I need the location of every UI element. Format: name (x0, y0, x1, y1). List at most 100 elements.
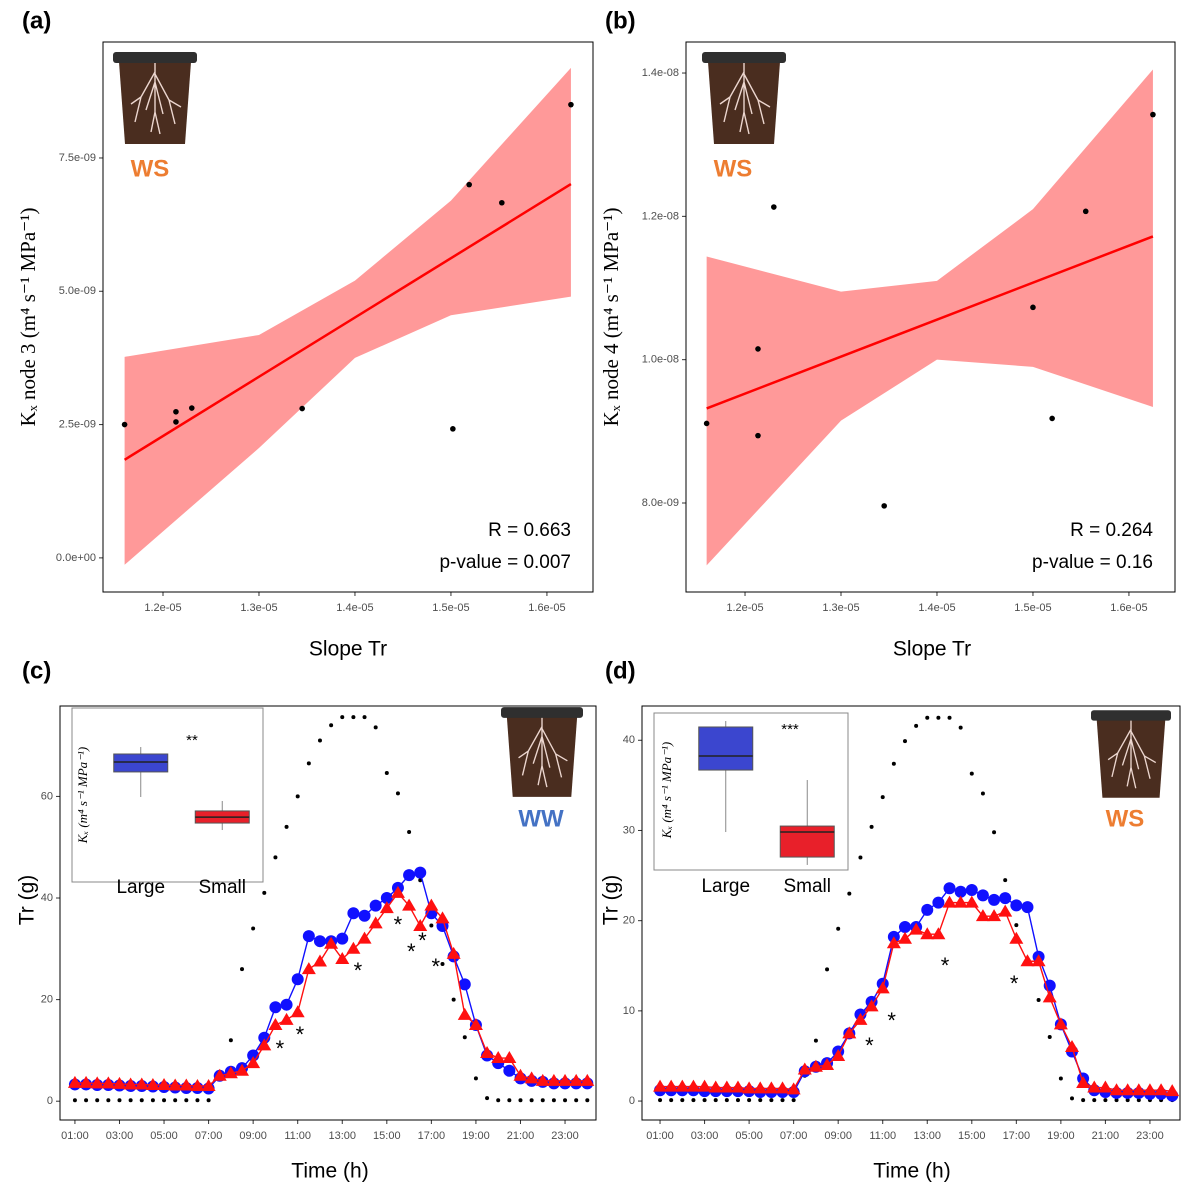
marker-dot (139, 1098, 144, 1103)
point (173, 419, 179, 425)
marker-triangle (697, 1079, 712, 1092)
marker-dot (173, 1098, 178, 1103)
marker-triangle (379, 901, 394, 914)
marker-dot (284, 824, 289, 829)
y-tick-label: 40 (41, 892, 53, 904)
x-tick-label: 11:00 (284, 1130, 311, 1142)
marker-dot (373, 725, 378, 730)
treatment-label: WS (131, 155, 170, 182)
marker-circle (954, 885, 967, 898)
marker-dot (813, 1038, 818, 1043)
marker-triangle (312, 954, 327, 967)
marker-triangle (290, 1005, 305, 1018)
marker-dot (1114, 1098, 1119, 1103)
y-tick-label: 1.2e-08 (642, 210, 679, 222)
inset-y-title: Kₓ (m⁴ s⁻¹ MPa⁻¹) (75, 747, 90, 845)
x-tick-label: 07:00 (780, 1130, 808, 1142)
marker-triangle (1142, 1083, 1157, 1096)
marker-triangle (301, 962, 316, 975)
marker-triangle (513, 1068, 528, 1081)
marker-triangle (157, 1077, 172, 1090)
significance-mark: * (407, 939, 416, 964)
y-tick-label: 60 (41, 790, 53, 802)
x-tick-label: 1.4e-05 (918, 602, 955, 614)
significance-mark: * (1010, 971, 1019, 996)
x-tick-label: 13:00 (913, 1130, 941, 1142)
inset-significance: ** (186, 732, 198, 749)
marker-dot (1125, 1098, 1130, 1103)
panel-label: (b) (605, 7, 636, 34)
marker-triangle (402, 898, 417, 911)
marker-triangle (569, 1073, 584, 1086)
stat-annotation: R = 0.264 (1070, 520, 1153, 541)
marker-triangle (134, 1077, 149, 1090)
confidence-band (706, 69, 1153, 566)
marker-triangle (975, 909, 990, 922)
y-tick-label: 0 (47, 1095, 53, 1107)
marker-dot (1069, 1096, 1074, 1101)
marker-circle (943, 882, 956, 895)
y-tick-label: 20 (41, 994, 53, 1006)
treatment-label: WW (518, 805, 564, 832)
marker-dot (747, 1098, 752, 1103)
marker-triangle (653, 1079, 668, 1092)
marker-dot (702, 1098, 707, 1103)
marker-dot (1014, 923, 1019, 928)
marker-circle (1021, 901, 1034, 914)
marker-dot (858, 855, 863, 860)
marker-triangle (435, 911, 450, 924)
marker-triangle (920, 927, 935, 940)
marker-triangle (168, 1078, 183, 1091)
marker-dot (106, 1098, 111, 1103)
point (755, 432, 761, 439)
x-tick-label: 03:00 (106, 1130, 134, 1142)
marker-circle (336, 932, 349, 945)
marker-triangle (909, 922, 924, 935)
marker-triangle (1098, 1080, 1113, 1093)
marker-triangle (101, 1076, 116, 1089)
pot-icon (702, 52, 786, 144)
x-tick-label: 01:00 (61, 1130, 89, 1142)
x-tick-label: 1.5e-05 (432, 602, 469, 614)
marker-dot (451, 997, 456, 1002)
marker-dot (529, 1098, 534, 1103)
marker-triangle (820, 1057, 835, 1070)
marker-dot (769, 1098, 774, 1103)
x-tick-label: 07:00 (195, 1130, 223, 1142)
marker-dot (351, 715, 356, 720)
marker-dot (791, 1098, 796, 1103)
y-tick-label: 0 (629, 1095, 635, 1107)
marker-dot (150, 1098, 155, 1103)
marker-dot (273, 855, 278, 860)
inset-category-label: Small (198, 877, 246, 898)
marker-dot (306, 761, 311, 766)
marker-triangle (1109, 1083, 1124, 1096)
marker-circle (280, 998, 293, 1011)
significance-mark: * (941, 953, 950, 978)
marker-dot (958, 725, 963, 730)
point (1049, 415, 1055, 422)
marker-triangle (480, 1045, 495, 1058)
marker-dot (262, 890, 267, 895)
marker-circle (380, 892, 393, 905)
plot-frame (641, 705, 1181, 1121)
marker-dot (947, 715, 952, 720)
marker-dot (1092, 1098, 1097, 1103)
x-tick-label: 05:00 (735, 1130, 763, 1142)
marker-triangle (246, 1056, 261, 1069)
marker-triangle (67, 1075, 82, 1088)
marker-triangle (964, 895, 979, 908)
point (703, 420, 710, 427)
x-tick-label: 23:00 (1136, 1130, 1164, 1142)
treatment-label: WS (714, 155, 753, 182)
marker-triangle (1131, 1083, 1146, 1096)
inset-y-title: Kₓ (m⁴ s⁻¹ MPa⁻¹) (659, 742, 674, 840)
marker-triangle (179, 1078, 194, 1091)
significance-mark: * (354, 958, 363, 983)
marker-dot (485, 1096, 490, 1101)
marker-triangle (686, 1079, 701, 1092)
marker-triangle (190, 1078, 205, 1091)
marker-dot (574, 1098, 579, 1103)
marker-dot (1036, 998, 1041, 1003)
